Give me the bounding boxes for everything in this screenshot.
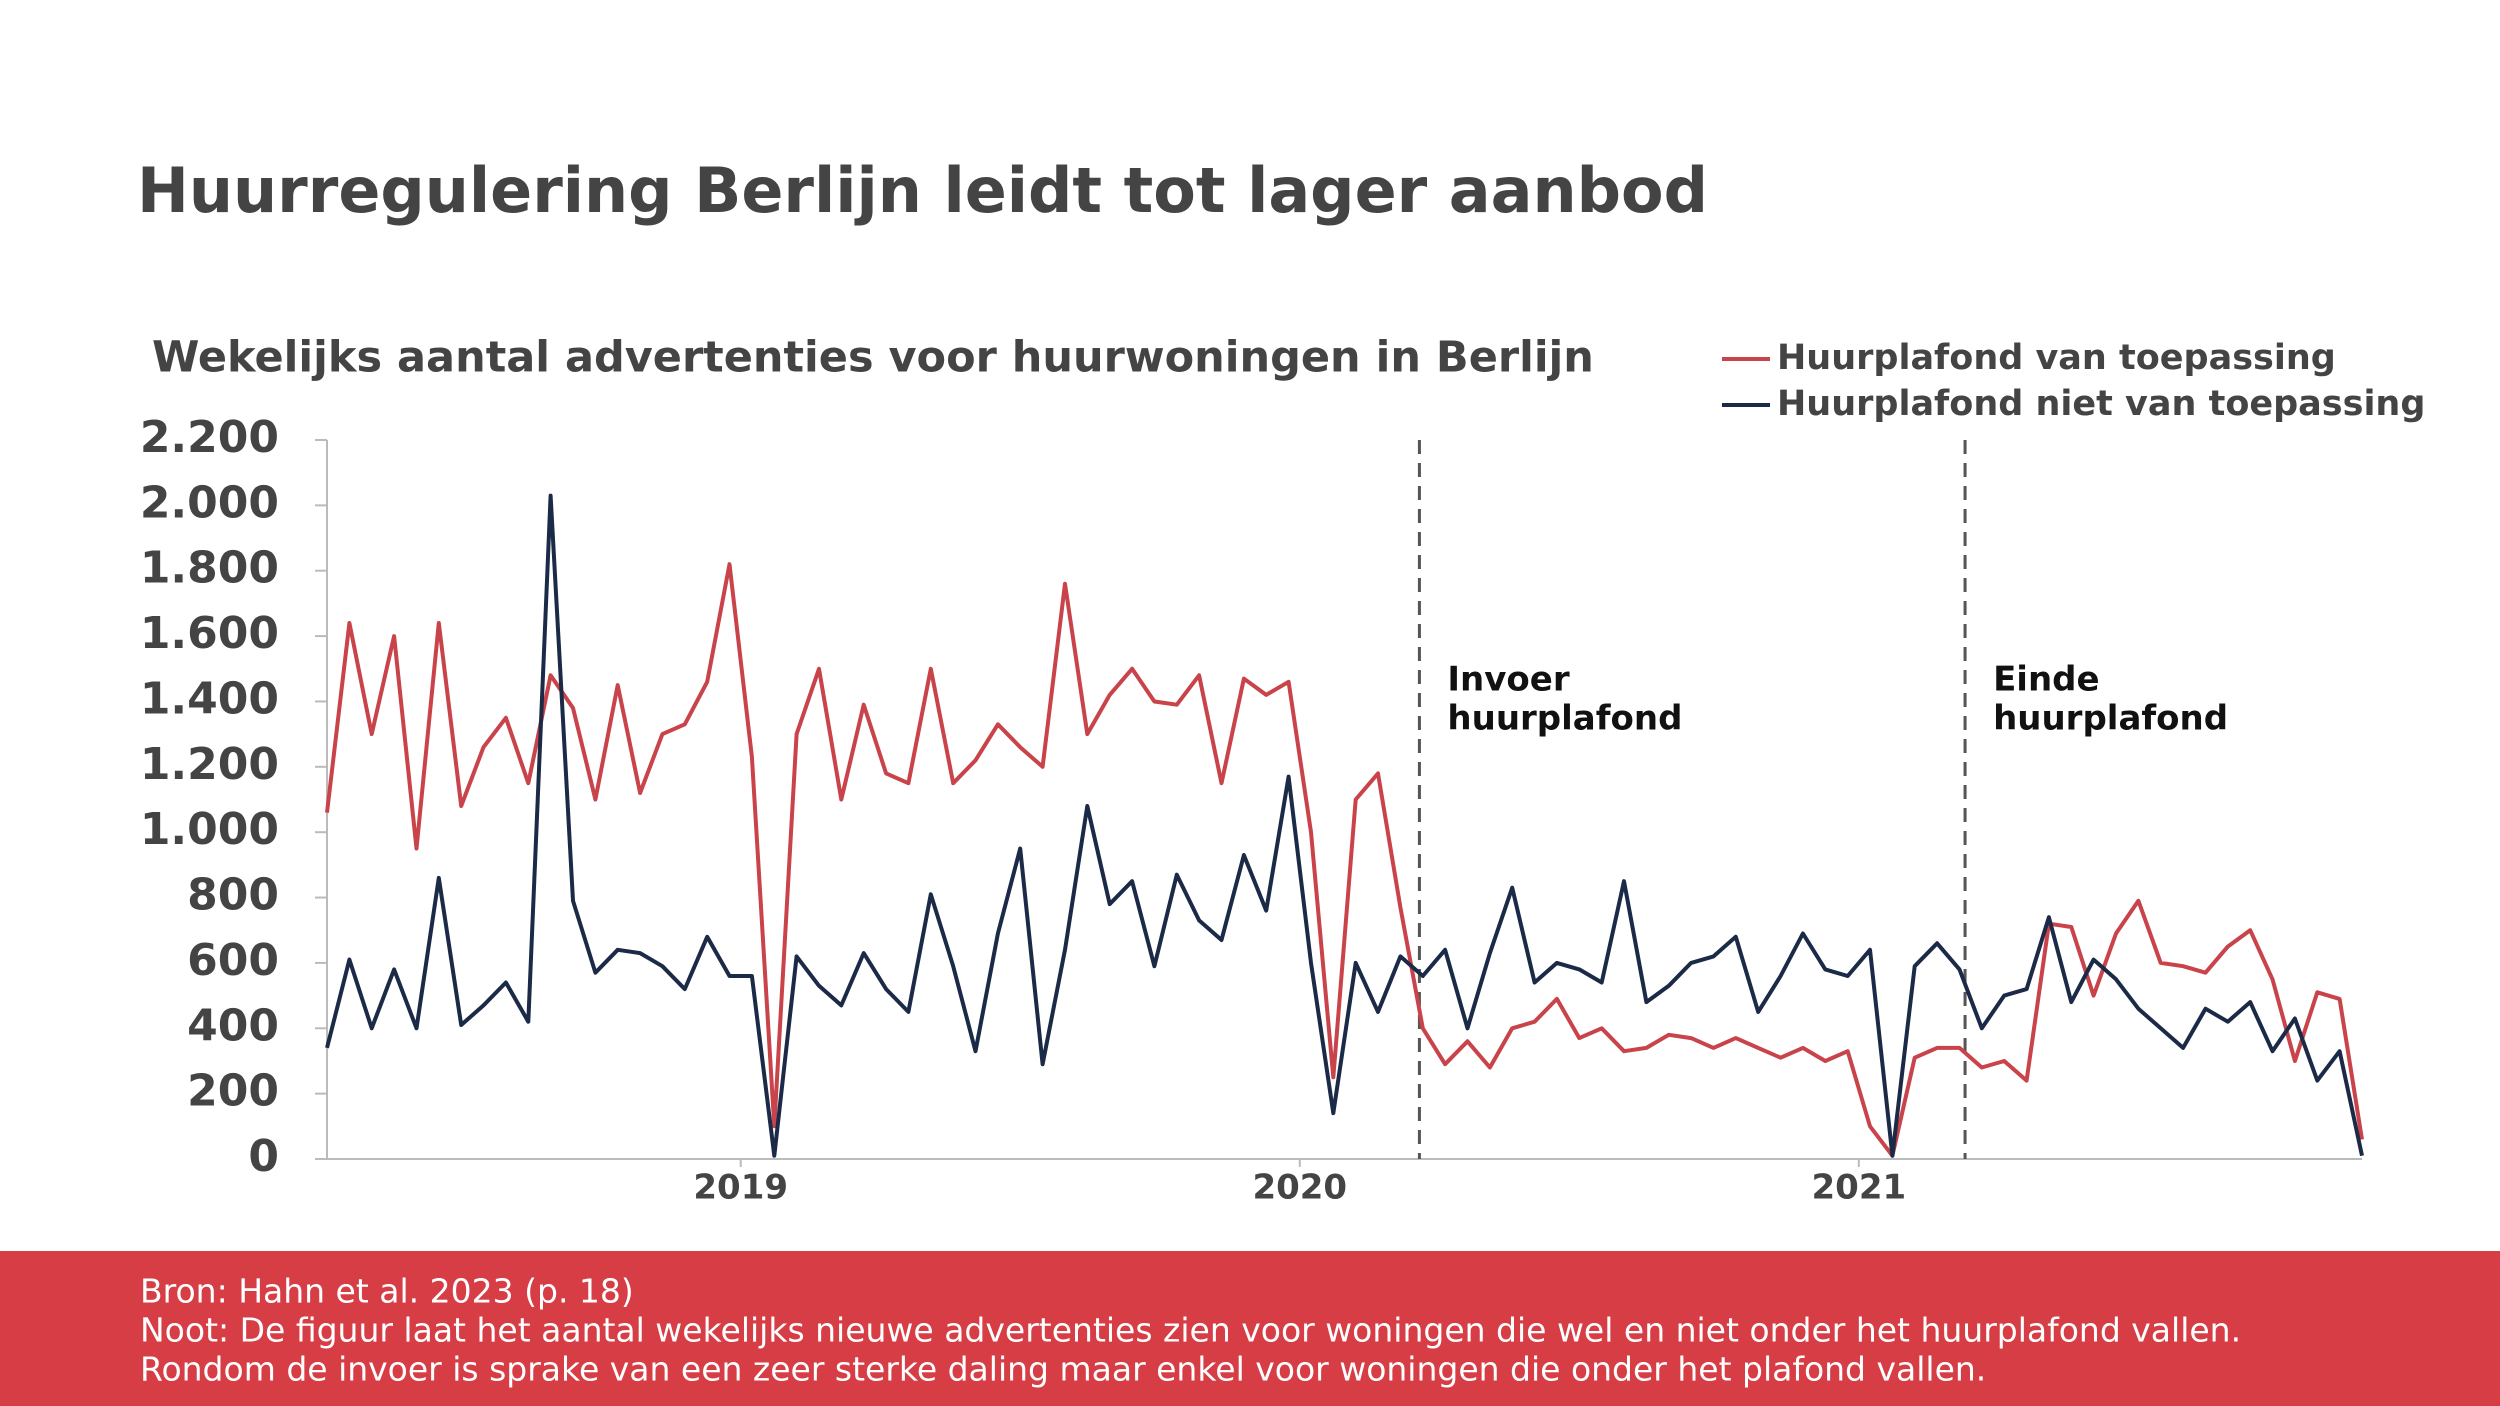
footer-text: Noot: De figuur laat het aantal wekelijk… [140, 1311, 2241, 1350]
event-label: huurplafond [1993, 699, 2228, 739]
y-tick-label: 2.200 [140, 412, 279, 463]
y-tick-label: 1.200 [140, 739, 279, 790]
event-label: Invoer [1447, 660, 1569, 700]
x-tick-label: 2020 [1252, 1168, 1347, 1208]
y-tick-label: 1.800 [140, 543, 279, 594]
footer-band [0, 1251, 2500, 1406]
chart-title: Huurregulering Berlijn leidt tot lager a… [137, 154, 1708, 227]
y-tick-label: 1.000 [140, 804, 279, 855]
y-tick-label: 400 [187, 1000, 279, 1051]
y-tick-label: 800 [187, 870, 279, 921]
series-line [325, 493, 2364, 1158]
y-tick-label: 1.600 [140, 608, 279, 659]
series-line [325, 562, 2364, 1158]
y-tick-label: 1.400 [140, 673, 279, 724]
event-label: Einde [1993, 660, 2099, 700]
x-tick-label: 2019 [693, 1168, 788, 1208]
y-tick-label: 200 [187, 1066, 279, 1117]
legend-label: Huurplafond niet van toepassing [1777, 384, 2425, 424]
y-tick-label: 2.000 [140, 477, 279, 528]
x-tick-label: 2021 [1812, 1168, 1907, 1208]
chart-subtitle: Wekelijks aantal advertenties voor huurw… [152, 333, 1594, 383]
footer-text: Bron: Hahn et al. 2023 (p. 18) [140, 1272, 634, 1311]
y-tick-label: 600 [187, 935, 279, 986]
y-tick-label: 0 [248, 1131, 279, 1182]
event-label: huurplafond [1447, 699, 1682, 739]
footer-text: Rondom de invoer is sprake van een zeer … [140, 1350, 1986, 1389]
legend-label: Huurplafond van toepassing [1777, 338, 2336, 378]
